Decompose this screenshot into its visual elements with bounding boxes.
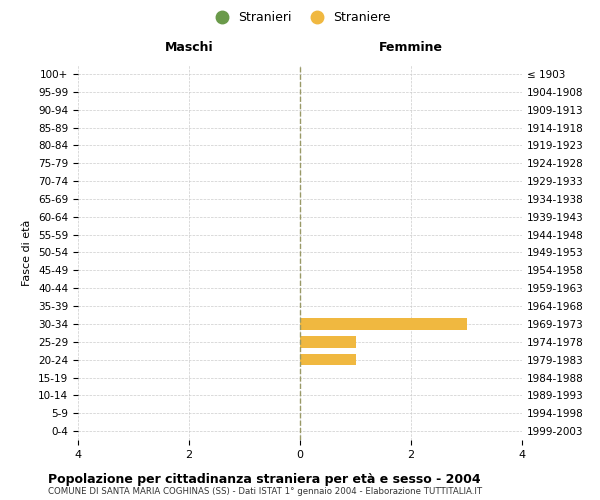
Y-axis label: Fasce di età: Fasce di età <box>22 220 32 286</box>
Bar <box>300 318 467 330</box>
Text: Popolazione per cittadinanza straniera per età e sesso - 2004: Popolazione per cittadinanza straniera p… <box>48 472 481 486</box>
Legend: Stranieri, Straniere: Stranieri, Straniere <box>205 6 395 29</box>
Bar <box>300 354 355 366</box>
Bar <box>300 336 355 347</box>
Text: Maschi: Maschi <box>164 42 214 54</box>
Text: Femmine: Femmine <box>379 42 443 54</box>
Text: COMUNE DI SANTA MARIA COGHINAS (SS) - Dati ISTAT 1° gennaio 2004 - Elaborazione : COMUNE DI SANTA MARIA COGHINAS (SS) - Da… <box>48 488 482 496</box>
